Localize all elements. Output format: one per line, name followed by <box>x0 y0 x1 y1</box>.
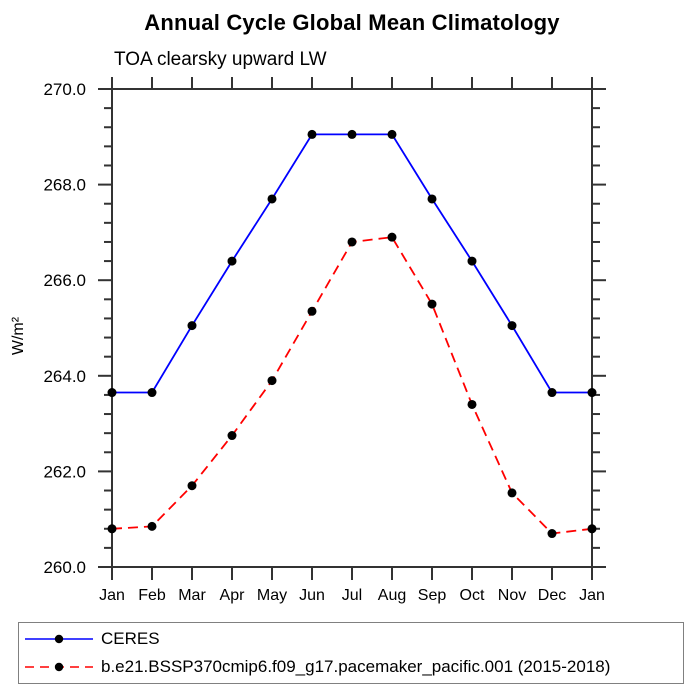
data-point <box>187 321 197 331</box>
data-point <box>387 129 397 139</box>
data-point <box>187 481 197 491</box>
x-tick-label: Sep <box>418 587 447 604</box>
legend-item-ceres: CERES <box>22 626 683 652</box>
y-axis-label: W/m² <box>10 316 27 355</box>
series-markers-0 <box>107 129 597 398</box>
x-tick-label: Oct <box>460 587 485 604</box>
plot-frame <box>111 88 593 568</box>
x-tick-label: May <box>257 587 287 604</box>
x-tick-label: Jan <box>579 587 605 604</box>
data-point <box>267 194 277 204</box>
plot-area: W/m² Jan Feb Mar Apr May Jun Jul Aug Sep Oct Nov De… <box>10 77 606 604</box>
data-point <box>587 524 597 534</box>
x-tick-label: Mar <box>178 587 206 604</box>
data-point <box>347 237 357 247</box>
series-markers-1 <box>107 232 597 539</box>
data-point <box>227 431 237 441</box>
legend: CERES b.e21.BSSP370cmip6.f09_g17.pacemak… <box>18 622 684 684</box>
y-tick-label: 266.0 <box>43 271 86 290</box>
data-point <box>507 488 517 498</box>
y-axis-tick-labels: 260.0 262.0 264.0 266.0 268.0 270.0 <box>43 80 86 577</box>
data-point <box>587 388 597 398</box>
data-point <box>347 129 357 139</box>
data-point <box>227 256 237 266</box>
y-axis-ticks <box>98 88 606 568</box>
y-tick-label: 264.0 <box>43 367 86 386</box>
data-point <box>387 232 397 242</box>
data-point <box>267 376 277 386</box>
data-point <box>307 129 317 139</box>
data-point <box>507 321 517 331</box>
data-point <box>547 529 557 539</box>
data-point <box>147 521 157 531</box>
series-line-0 <box>112 133 592 394</box>
x-tick-label: Jun <box>299 587 325 604</box>
y-tick-label: 268.0 <box>43 176 86 195</box>
legend-line-sample-ceres <box>25 635 93 644</box>
x-tick-label: Nov <box>498 587 526 604</box>
data-point <box>107 524 117 534</box>
legend-line-sample-model <box>25 662 93 671</box>
legend-sample-marker <box>54 635 64 644</box>
data-point <box>427 299 437 309</box>
chart-title: Annual Cycle Global Mean Climatology <box>144 10 560 35</box>
data-point <box>467 256 477 266</box>
legend-sample-marker <box>54 662 64 671</box>
data-point <box>107 388 117 398</box>
legend-item-model: b.e21.BSSP370cmip6.f09_g17.pacemaker_pac… <box>22 654 683 680</box>
x-tick-label: Dec <box>538 587 566 604</box>
x-axis-ticks <box>111 77 593 580</box>
x-tick-label: Jan <box>99 587 125 604</box>
y-tick-label: 270.0 <box>43 80 86 99</box>
x-tick-label: Feb <box>138 587 166 604</box>
chart-subtitle: TOA clearsky upward LW <box>114 49 327 70</box>
data-point <box>147 388 157 398</box>
y-tick-label: 262.0 <box>43 462 86 481</box>
data-point <box>427 194 437 204</box>
legend-label-ceres: CERES <box>101 629 160 649</box>
x-tick-label: Apr <box>220 587 246 604</box>
data-point <box>547 388 557 398</box>
x-tick-label: Aug <box>378 587 406 604</box>
series-line-1 <box>111 236 593 535</box>
data-point <box>467 399 477 409</box>
data-point <box>307 306 317 316</box>
x-tick-label: Jul <box>342 587 362 604</box>
legend-label-model: b.e21.BSSP370cmip6.f09_g17.pacemaker_pac… <box>101 656 611 676</box>
x-axis-tick-labels: Jan Feb Mar Apr May Jun Jul Aug Sep Oct Nov Dec Jan <box>99 587 605 604</box>
y-tick-label: 260.0 <box>43 558 86 577</box>
